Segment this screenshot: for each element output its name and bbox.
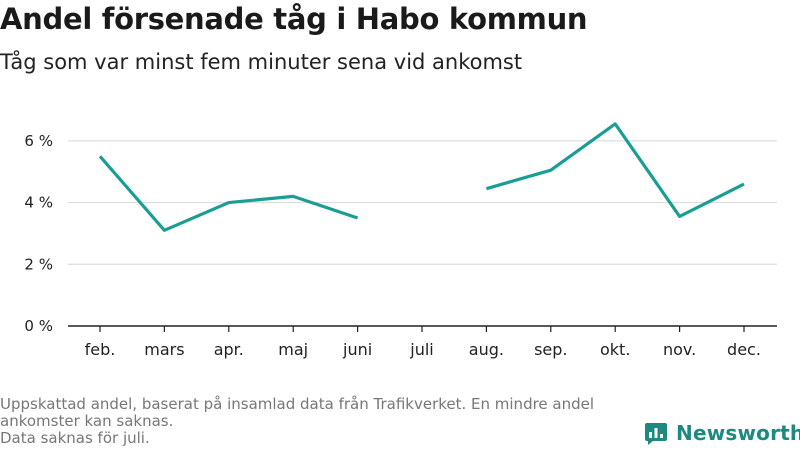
x-tick-label: mars [144,340,184,359]
series-line-segment [485,122,745,219]
footnote-text: Uppskattad andel, baserat på insamlad da… [0,395,595,430]
bar-chart-icon [645,423,667,445]
footnote: Uppskattad andel, baserat på insamlad da… [0,396,640,447]
footnote-missing-data: Data saknas för juli. [0,429,150,447]
chart-title: Andel försenade tåg i Habo kommun [0,2,588,36]
series-line-segment [98,155,359,232]
x-tick-label: aug. [469,340,504,359]
x-tick-label: sep. [534,340,567,359]
x-tick-label: okt. [600,340,630,359]
x-tick-label: apr. [214,340,244,359]
x-tick-label: juli [409,340,433,359]
x-tick-label: juni [342,340,372,359]
y-tick-label: 0 % [24,317,53,335]
y-tick-label: 2 % [24,255,53,273]
y-tick-label: 4 % [24,194,53,212]
x-tick-label: feb. [85,340,116,359]
brand-logo: Newsworthy [644,420,800,446]
chart-subtitle: Tåg som var minst fem minuter sena vid a… [0,50,523,74]
y-tick-label: 6 % [24,132,53,150]
x-tick-label: dec. [727,340,761,359]
x-tick-label: maj [278,340,308,359]
brand-name: Newsworthy [676,421,800,445]
x-tick-label: nov. [663,340,696,359]
